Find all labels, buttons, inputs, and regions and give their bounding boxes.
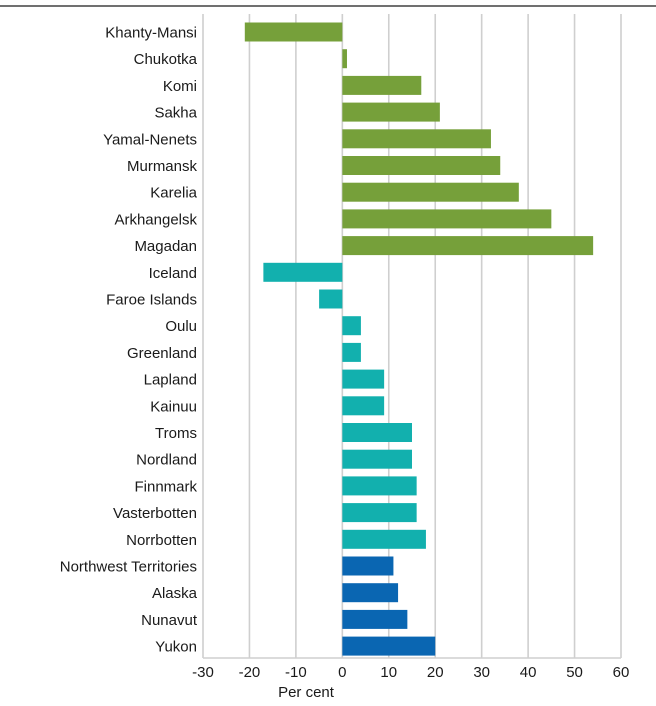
category-label: Yamal-Nenets xyxy=(103,131,197,148)
category-labels: Khanty-Mansi Chukotka Komi Sakha Yamal-Nenet… xyxy=(60,25,198,656)
bar-khanty-mansi xyxy=(244,22,343,42)
bar-nordland xyxy=(342,449,412,469)
category-label: Vasterbotten xyxy=(113,505,197,522)
category-label: Faroe Islands xyxy=(106,292,197,309)
bar-sakha xyxy=(342,102,440,122)
category-label: Lapland xyxy=(144,372,197,389)
x-tick-label: 30 xyxy=(473,664,490,681)
bar-vasterbotten xyxy=(342,503,417,523)
x-tick-label: 40 xyxy=(520,664,537,681)
bar-arkhangelsk xyxy=(342,209,552,229)
bar-finnmark xyxy=(342,476,417,496)
bar-magadan xyxy=(342,236,594,256)
bar-nunavut xyxy=(342,609,408,629)
x-tick-label: 0 xyxy=(338,664,346,681)
bar-murmansk xyxy=(342,156,501,175)
category-label: Northwest Territories xyxy=(60,559,197,576)
bar-northwest-territories xyxy=(342,556,394,576)
category-label: Karelia xyxy=(150,185,197,202)
bar-chukotka xyxy=(342,49,347,69)
bar-yamal-nenets xyxy=(342,129,491,149)
x-tick-label: -30 xyxy=(192,664,214,681)
x-tick-label: 20 xyxy=(427,664,444,681)
category-label: Murmansk xyxy=(127,158,198,175)
x-tick-label: -10 xyxy=(285,664,307,681)
category-label: Yukon xyxy=(155,639,197,656)
category-label: Troms xyxy=(155,425,197,442)
x-tick-label: 10 xyxy=(380,664,397,681)
bar-kainuu xyxy=(342,396,385,416)
category-label: Nordland xyxy=(136,452,197,469)
category-label: Iceland xyxy=(149,265,197,282)
category-label: Kainuu xyxy=(150,398,197,415)
category-label: Norrbotten xyxy=(126,532,197,549)
category-label: Oulu xyxy=(165,318,197,335)
category-label: Greenland xyxy=(127,345,197,362)
x-axis-title: Per cent xyxy=(278,684,335,701)
category-label: Arkhangelsk xyxy=(114,211,197,228)
category-label: Alaska xyxy=(152,585,198,602)
category-label: Chukotka xyxy=(134,51,198,68)
category-label: Sakha xyxy=(154,105,197,122)
bar-faroe-islands xyxy=(319,289,343,309)
bar-lapland xyxy=(342,369,385,389)
x-tick-label: 60 xyxy=(613,664,630,681)
bar-karelia xyxy=(342,182,519,202)
bar-oulu xyxy=(342,316,361,336)
bar-greenland xyxy=(342,342,361,362)
x-tick-label: -20 xyxy=(239,664,261,681)
bar-yukon xyxy=(342,636,436,656)
bar-komi xyxy=(342,75,422,95)
bar-layer xyxy=(244,22,594,656)
x-tick-labels: -30 -20 -10 0 10 20 30 40 50 60 xyxy=(192,664,629,681)
category-label: Komi xyxy=(163,78,197,95)
category-label: Magadan xyxy=(134,238,197,255)
bar-iceland xyxy=(263,262,343,282)
category-label: Khanty-Mansi xyxy=(105,25,197,42)
category-label: Nunavut xyxy=(141,612,198,629)
category-label: Finnmark xyxy=(134,478,197,495)
x-tick-label: 50 xyxy=(566,664,583,681)
bar-alaska xyxy=(342,583,399,603)
bar-norrbotten xyxy=(342,529,426,549)
bar-troms xyxy=(342,423,412,442)
